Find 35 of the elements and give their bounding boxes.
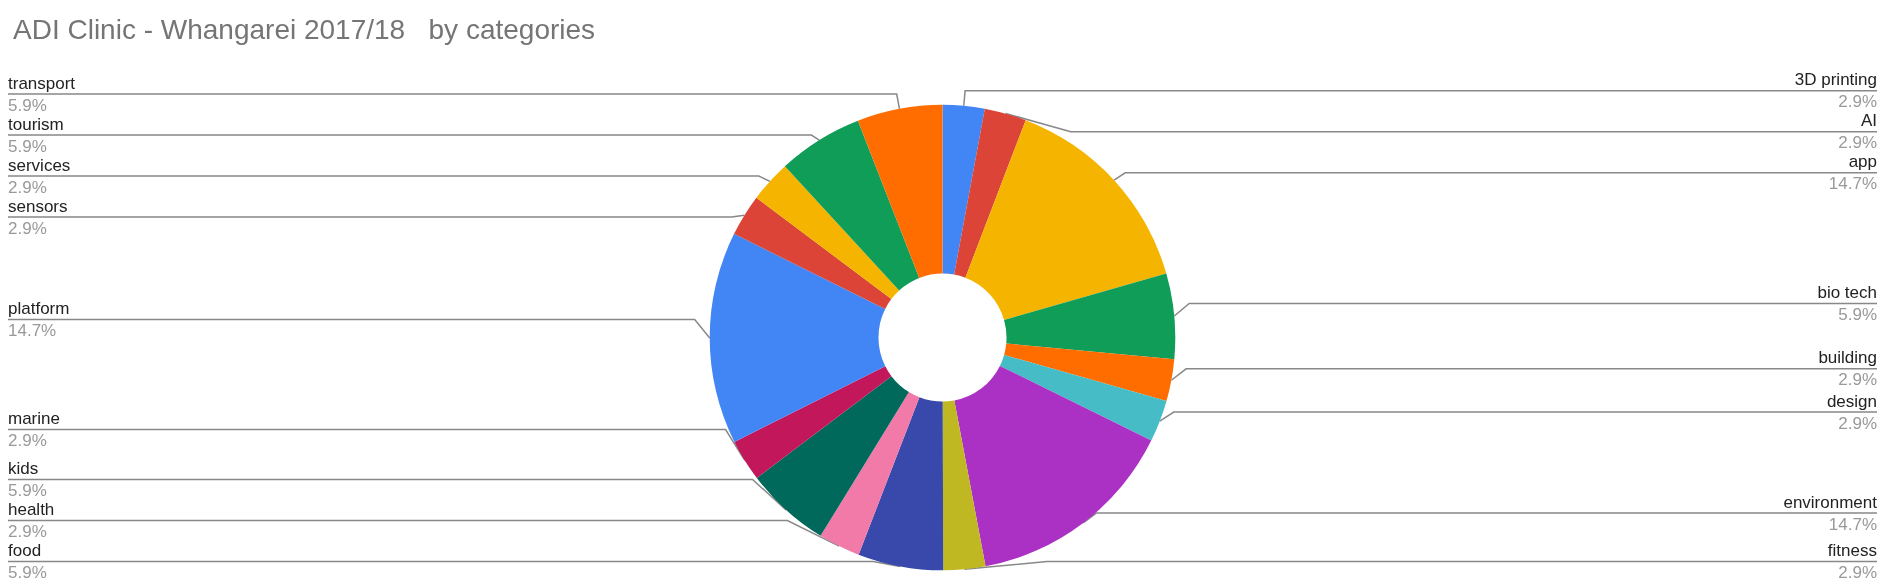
slice-label: fitness	[1827, 541, 1877, 560]
data-label: 14.7%	[1828, 174, 1877, 194]
data-label: 2.9%	[8, 177, 47, 197]
slice-label: services	[8, 155, 71, 175]
slice-label: AI	[1860, 111, 1877, 131]
slice-label: environment	[1783, 492, 1878, 512]
data-label: 2.9%	[1838, 563, 1877, 582]
slice-label: design	[1826, 391, 1877, 411]
data-label: 5.9%	[8, 481, 47, 500]
data-label: 2.9%	[8, 431, 47, 451]
slice-label: food	[8, 541, 42, 560]
slice-label: kids	[8, 459, 39, 478]
data-label: 2.9%	[8, 218, 47, 238]
data-label: 5.9%	[8, 95, 47, 115]
slice-label: app	[1848, 152, 1877, 172]
data-label: 2.9%	[1838, 133, 1877, 153]
data-label: 5.9%	[8, 563, 47, 582]
slice-label: marine	[8, 409, 60, 429]
slice-label: bio tech	[1817, 282, 1877, 302]
data-label: 2.9%	[1838, 92, 1877, 112]
slice-label: sensors	[8, 196, 68, 216]
slice-label: health	[8, 500, 55, 519]
slice-label: transport	[8, 73, 76, 93]
slice-label: platform	[8, 299, 70, 319]
slice-label: 3D printing	[1794, 70, 1877, 90]
slice-label: tourism	[8, 114, 64, 134]
data-label: 5.9%	[8, 136, 47, 156]
data-label: 2.9%	[1838, 413, 1877, 433]
data-label: 2.9%	[8, 522, 47, 541]
data-label: 14.7%	[1828, 514, 1877, 534]
data-label: 2.9%	[1838, 370, 1877, 390]
data-label: 5.9%	[1838, 304, 1877, 324]
slice-label: building	[1818, 348, 1877, 368]
data-label: 14.7%	[8, 321, 57, 341]
chart-title: ADI Clinic - Whangarei 2017/18 by categories	[13, 13, 596, 45]
